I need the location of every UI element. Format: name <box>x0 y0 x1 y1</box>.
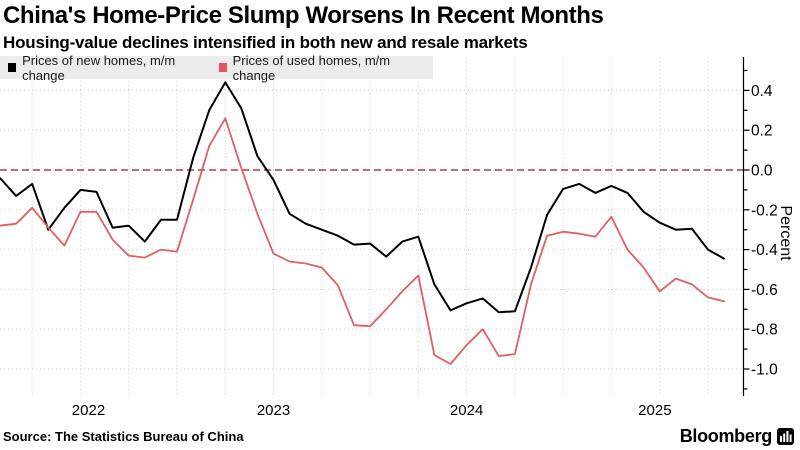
bloomberg-logo: Bloomberg <box>680 426 794 447</box>
y-tick-label: -0.8 <box>751 322 778 339</box>
legend-label-used-homes: Prices of used homes, m/m change <box>232 52 391 83</box>
page-subtitle: Housing-value declines intensified in bo… <box>3 33 528 52</box>
x-year-label: 2022 <box>72 402 105 419</box>
y-tick-label: 0.2 <box>751 123 773 140</box>
y-tick-label: -1.0 <box>751 362 778 379</box>
y-axis-title: Percent <box>777 205 794 261</box>
bloomberg-wordmark: Bloomberg <box>679 426 773 446</box>
y-tick-label: -0.4 <box>751 242 778 259</box>
legend-swatch-new-homes-icon <box>8 63 17 72</box>
legend-label-new-homes: Prices of new homes, m/m change <box>22 52 176 83</box>
x-year-label: 2024 <box>450 402 483 419</box>
y-tick-label: 0.4 <box>751 83 773 100</box>
source-note: Source: The Statistics Bureau of China <box>3 429 244 444</box>
series-line-used-homes <box>0 117 725 365</box>
legend-item-used-homes: Prices of used homes, m/m change <box>218 52 415 83</box>
bloomberg-terminal-icon <box>777 428 794 445</box>
y-tick-label: -0.6 <box>751 282 778 299</box>
page-title: China's Home-Price Slump Worsens In Rece… <box>3 2 604 29</box>
chart-legend: Prices of new homes, m/m change Prices o… <box>0 53 433 83</box>
series-line-new-homes <box>0 81 725 314</box>
x-year-label: 2023 <box>257 402 290 419</box>
x-year-label: 2025 <box>638 402 671 419</box>
y-tick-label: -0.2 <box>751 202 778 219</box>
y-tick-label: 0.0 <box>751 163 773 180</box>
legend-item-new-homes: Prices of new homes, m/m change <box>8 53 201 83</box>
legend-swatch-used-homes-icon <box>218 63 227 72</box>
